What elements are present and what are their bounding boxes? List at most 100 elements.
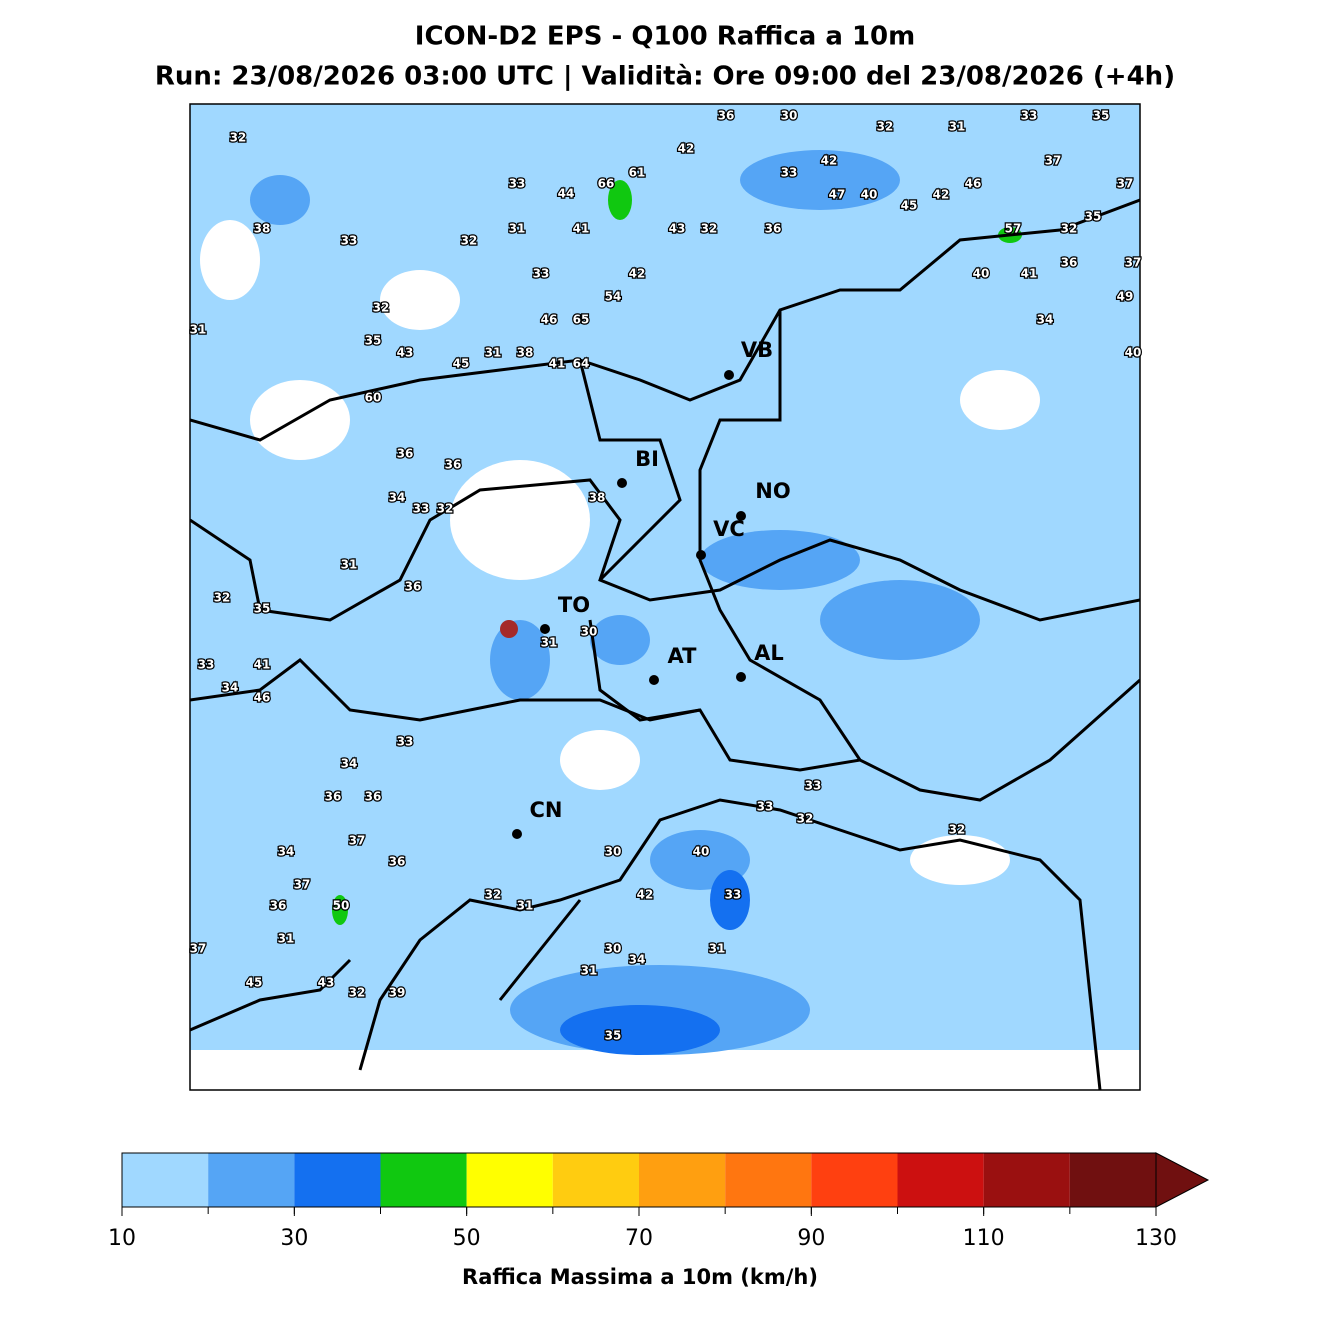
colorbar-tick-label: 110 <box>963 1226 1005 1251</box>
max-label: 34 <box>1037 313 1054 327</box>
max-label: 34 <box>629 953 646 967</box>
city-label: BI <box>635 447 659 471</box>
max-label: 36 <box>397 447 414 461</box>
max-label: 37 <box>349 834 366 848</box>
max-label: 32 <box>349 986 366 1000</box>
title: ICON-D2 EPS - Q100 Raffica a 10m <box>415 22 915 52</box>
colorbar-tick-label: 90 <box>797 1226 825 1251</box>
max-label: 42 <box>678 142 695 156</box>
city-dot <box>724 370 734 380</box>
colorbar-bin <box>466 1153 553 1207</box>
city-dot <box>617 478 627 488</box>
city-label: CN <box>530 798 563 822</box>
max-label: 33 <box>757 800 774 814</box>
colorbar-extend <box>1155 1152 1210 1208</box>
colorbar-label: Raffica Massima a 10m (km/h) <box>462 1265 818 1289</box>
colorbar-bin <box>811 1153 898 1207</box>
max-label: 36 <box>765 222 782 236</box>
city-dot <box>736 672 746 682</box>
max-label: 36 <box>270 899 287 913</box>
max-label: 41 <box>573 222 590 236</box>
city-dot <box>649 675 659 685</box>
max-label: 33 <box>198 658 215 672</box>
max-label: 37 <box>1125 256 1142 270</box>
map-frame <box>189 103 1141 1091</box>
max-label: 60 <box>365 391 382 405</box>
max-label: 45 <box>901 199 918 213</box>
max-label: 31 <box>278 932 295 946</box>
max-label: 45 <box>453 357 470 371</box>
max-label: 30 <box>781 109 798 123</box>
max-label: 31 <box>517 899 534 913</box>
max-label: 41 <box>549 357 566 371</box>
max-label: 36 <box>389 855 406 869</box>
max-label: 37 <box>1117 177 1134 191</box>
colorbar-tick-label: 50 <box>453 1226 481 1251</box>
max-label: 65 <box>573 313 590 327</box>
max-label: 47 <box>829 188 846 202</box>
max-label: 32 <box>461 234 478 248</box>
max-label: 36 <box>365 790 382 804</box>
max-label: 34 <box>389 491 406 505</box>
max-label: 33 <box>725 888 742 902</box>
subtitle: Run: 23/08/2026 03:00 UTC | Validità: Or… <box>155 62 1175 92</box>
max-label: 40 <box>1125 346 1142 360</box>
max-label: 30 <box>605 942 622 956</box>
max-label: 42 <box>821 154 838 168</box>
max-label: 33 <box>533 267 550 281</box>
max-label: 40 <box>693 845 710 859</box>
colorbar-bin <box>380 1153 467 1207</box>
max-label: 32 <box>1061 222 1078 236</box>
max-label: 43 <box>318 976 335 990</box>
max-label: 35 <box>1085 210 1102 224</box>
max-label: 41 <box>1021 267 1038 281</box>
max-label: 31 <box>190 323 207 337</box>
max-label: 35 <box>1093 109 1110 123</box>
colorbar-tick-label: 130 <box>1135 1226 1177 1251</box>
max-label: 41 <box>254 658 271 672</box>
max-label: 32 <box>701 222 718 236</box>
colorbar-bin <box>639 1153 726 1207</box>
max-label: 32 <box>230 131 247 145</box>
max-label: 38 <box>517 346 534 360</box>
city-dot <box>696 550 706 560</box>
max-label: 35 <box>365 334 382 348</box>
max-label: 34 <box>341 757 358 771</box>
max-label: 66 <box>598 177 615 191</box>
max-label: 49 <box>1117 290 1134 304</box>
max-label: 32 <box>485 888 502 902</box>
colorbar-bin <box>1069 1153 1156 1207</box>
max-label: 37 <box>190 942 207 956</box>
max-label: 43 <box>397 346 414 360</box>
city-dot <box>512 829 522 839</box>
map <box>190 104 1140 1090</box>
max-label: 42 <box>629 267 646 281</box>
max-label: 32 <box>373 301 390 315</box>
max-label: 31 <box>581 964 598 978</box>
max-label: 31 <box>341 558 358 572</box>
max-label: 44 <box>558 187 575 201</box>
city-label: NO <box>755 479 790 503</box>
max-label: 36 <box>325 790 342 804</box>
max-label: 50 <box>333 899 350 913</box>
max-label: 35 <box>605 1029 622 1043</box>
city-dot <box>540 624 550 634</box>
colorbar-bin <box>725 1153 812 1207</box>
city-label: TO <box>558 593 590 617</box>
max-label: 33 <box>397 735 414 749</box>
max-label: 54 <box>605 290 622 304</box>
max-label: 33 <box>413 502 430 516</box>
max-label: 32 <box>797 812 814 826</box>
max-label: 32 <box>949 823 966 837</box>
max-label: 33 <box>509 177 526 191</box>
city-label: VC <box>713 517 745 541</box>
location-marker <box>500 620 518 638</box>
max-label: 46 <box>254 691 271 705</box>
max-label: 42 <box>933 188 950 202</box>
max-label: 32 <box>437 502 454 516</box>
max-label: 34 <box>278 845 295 859</box>
max-label: 31 <box>949 120 966 134</box>
max-label: 33 <box>341 234 358 248</box>
colorbar-bin <box>294 1153 381 1207</box>
max-label: 31 <box>709 942 726 956</box>
